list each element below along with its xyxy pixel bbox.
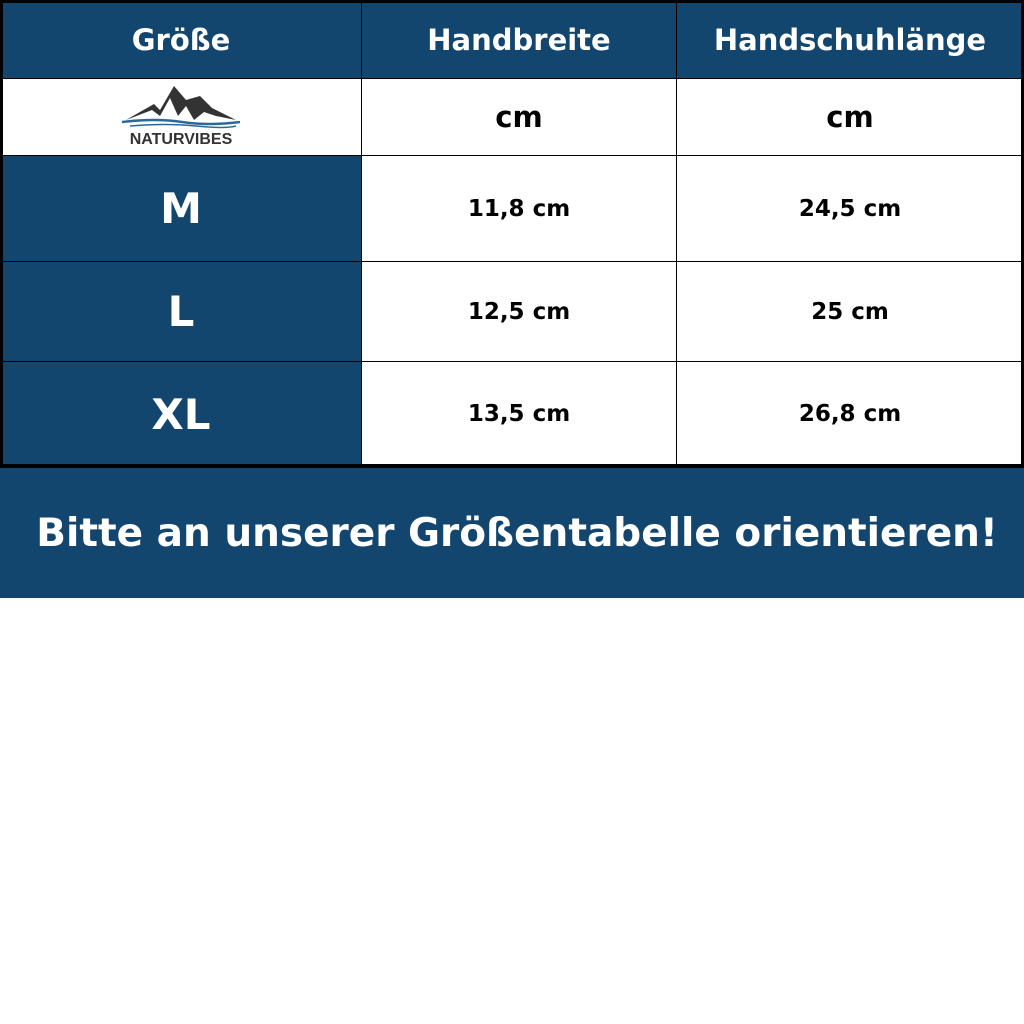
header-size: Größe — [0, 0, 362, 79]
handbreite-l: 12,5 cm — [361, 261, 677, 362]
size-xl: XL — [0, 361, 362, 467]
unit-laenge: cm — [676, 78, 1024, 156]
handbreite-xl: 13,5 cm — [361, 361, 677, 467]
logo-cell: NATURVIBES — [0, 78, 362, 156]
laenge-m: 24,5 cm — [676, 155, 1024, 262]
naturvibes-logo: NATURVIBES — [121, 86, 241, 148]
laenge-l: 25 cm — [676, 261, 1024, 362]
banner-notice: Bitte an unserer Größentabelle orientier… — [0, 467, 1024, 598]
unit-handbreite: cm — [361, 78, 677, 156]
svg-text:NATURVIBES: NATURVIBES — [130, 131, 233, 148]
header-handschuhlaenge: Handschuhlänge — [676, 0, 1024, 79]
size-m: M — [0, 155, 362, 262]
size-l: L — [0, 261, 362, 362]
handbreite-m: 11,8 cm — [361, 155, 677, 262]
header-handbreite: Handbreite — [361, 0, 677, 79]
laenge-xl: 26,8 cm — [676, 361, 1024, 467]
